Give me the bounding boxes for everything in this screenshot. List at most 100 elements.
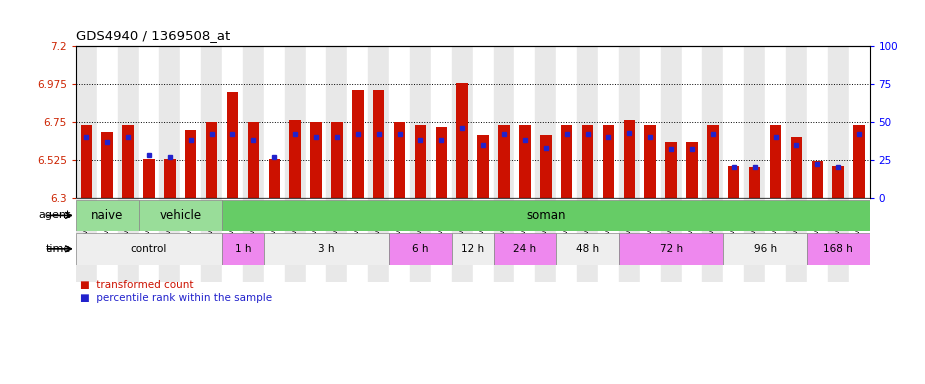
Text: 168 h: 168 h [823,244,853,254]
Bar [728,166,739,198]
Bar [811,161,823,198]
Bar [227,92,239,198]
Bar [410,198,431,282]
Bar [556,198,577,282]
Text: agent: agent [39,210,71,220]
Text: 12 h: 12 h [461,244,485,254]
Bar [414,125,426,198]
Bar [451,46,473,198]
Text: GSM338872: GSM338872 [438,199,444,244]
Bar [619,198,640,282]
Bar [582,125,593,198]
Bar [285,198,305,282]
Bar [786,46,807,198]
Bar [556,233,619,265]
Bar [765,198,786,282]
Text: 96 h: 96 h [754,244,777,254]
Text: 72 h: 72 h [660,244,683,254]
Bar [305,46,327,198]
Bar [477,136,488,198]
Bar [431,46,451,198]
Bar [117,198,139,282]
Text: GSM338857: GSM338857 [83,199,90,244]
Bar [598,198,619,282]
Bar [786,198,807,282]
Text: ■  transformed count: ■ transformed count [80,280,194,290]
Bar [222,233,264,265]
Bar [139,46,159,198]
Bar [97,46,117,198]
Bar [97,198,117,282]
Text: GSM338866: GSM338866 [313,199,319,244]
Text: 3 h: 3 h [318,244,335,254]
Bar [264,233,389,265]
Text: vehicle: vehicle [159,209,202,222]
Bar [373,90,385,198]
Bar [640,46,660,198]
Bar [645,125,656,198]
Bar [494,46,514,198]
Bar [665,142,677,198]
Text: GSM338876: GSM338876 [522,199,528,244]
Text: GSM338885: GSM338885 [668,199,674,244]
Bar [451,233,494,265]
Bar [143,159,154,198]
Text: GSM338862: GSM338862 [146,199,152,244]
Bar [243,198,264,282]
Bar [619,233,723,265]
Bar [723,198,745,282]
Text: GSM338860: GSM338860 [229,199,236,244]
Bar [745,198,765,282]
Bar [310,122,322,198]
Bar [76,46,97,198]
Bar [807,233,870,265]
Text: GSM338863: GSM338863 [271,199,278,244]
Bar [765,46,786,198]
Text: 24 h: 24 h [513,244,536,254]
Bar [327,198,348,282]
Text: GSM338882: GSM338882 [606,199,611,244]
Bar [519,125,531,198]
Bar [660,46,682,198]
Text: GSM338878: GSM338878 [543,199,549,244]
Bar [536,198,556,282]
Bar [348,198,368,282]
Bar [368,198,389,282]
Bar [139,200,222,231]
Text: GSM338889: GSM338889 [752,199,758,244]
Bar [745,46,765,198]
Bar [102,132,113,198]
Bar [623,120,635,198]
Bar [577,198,598,282]
Bar [222,198,243,282]
Bar [389,233,451,265]
Bar [702,198,723,282]
Bar [410,46,431,198]
Bar [389,198,410,282]
Bar [76,200,139,231]
Bar [832,166,844,198]
Text: GSM338877: GSM338877 [188,199,193,244]
Text: GSM338861: GSM338861 [251,199,256,244]
Text: GSM338884: GSM338884 [648,199,653,244]
Text: GSM338869: GSM338869 [376,199,382,244]
Bar [640,198,660,282]
Text: time: time [46,244,71,254]
Bar [201,46,222,198]
Bar [828,46,848,198]
Bar [327,46,348,198]
Bar [848,198,869,282]
Bar [686,142,697,198]
Bar [807,198,828,282]
Text: 48 h: 48 h [576,244,599,254]
Text: ■  percentile rank within the sample: ■ percentile rank within the sample [80,293,273,303]
Bar [848,46,869,198]
Text: GSM338881: GSM338881 [585,199,590,244]
Bar [682,198,702,282]
Bar [770,125,782,198]
Bar [164,159,176,198]
Bar [702,46,723,198]
Bar [536,46,556,198]
Bar [122,125,134,198]
Text: GSM338887: GSM338887 [709,199,716,244]
